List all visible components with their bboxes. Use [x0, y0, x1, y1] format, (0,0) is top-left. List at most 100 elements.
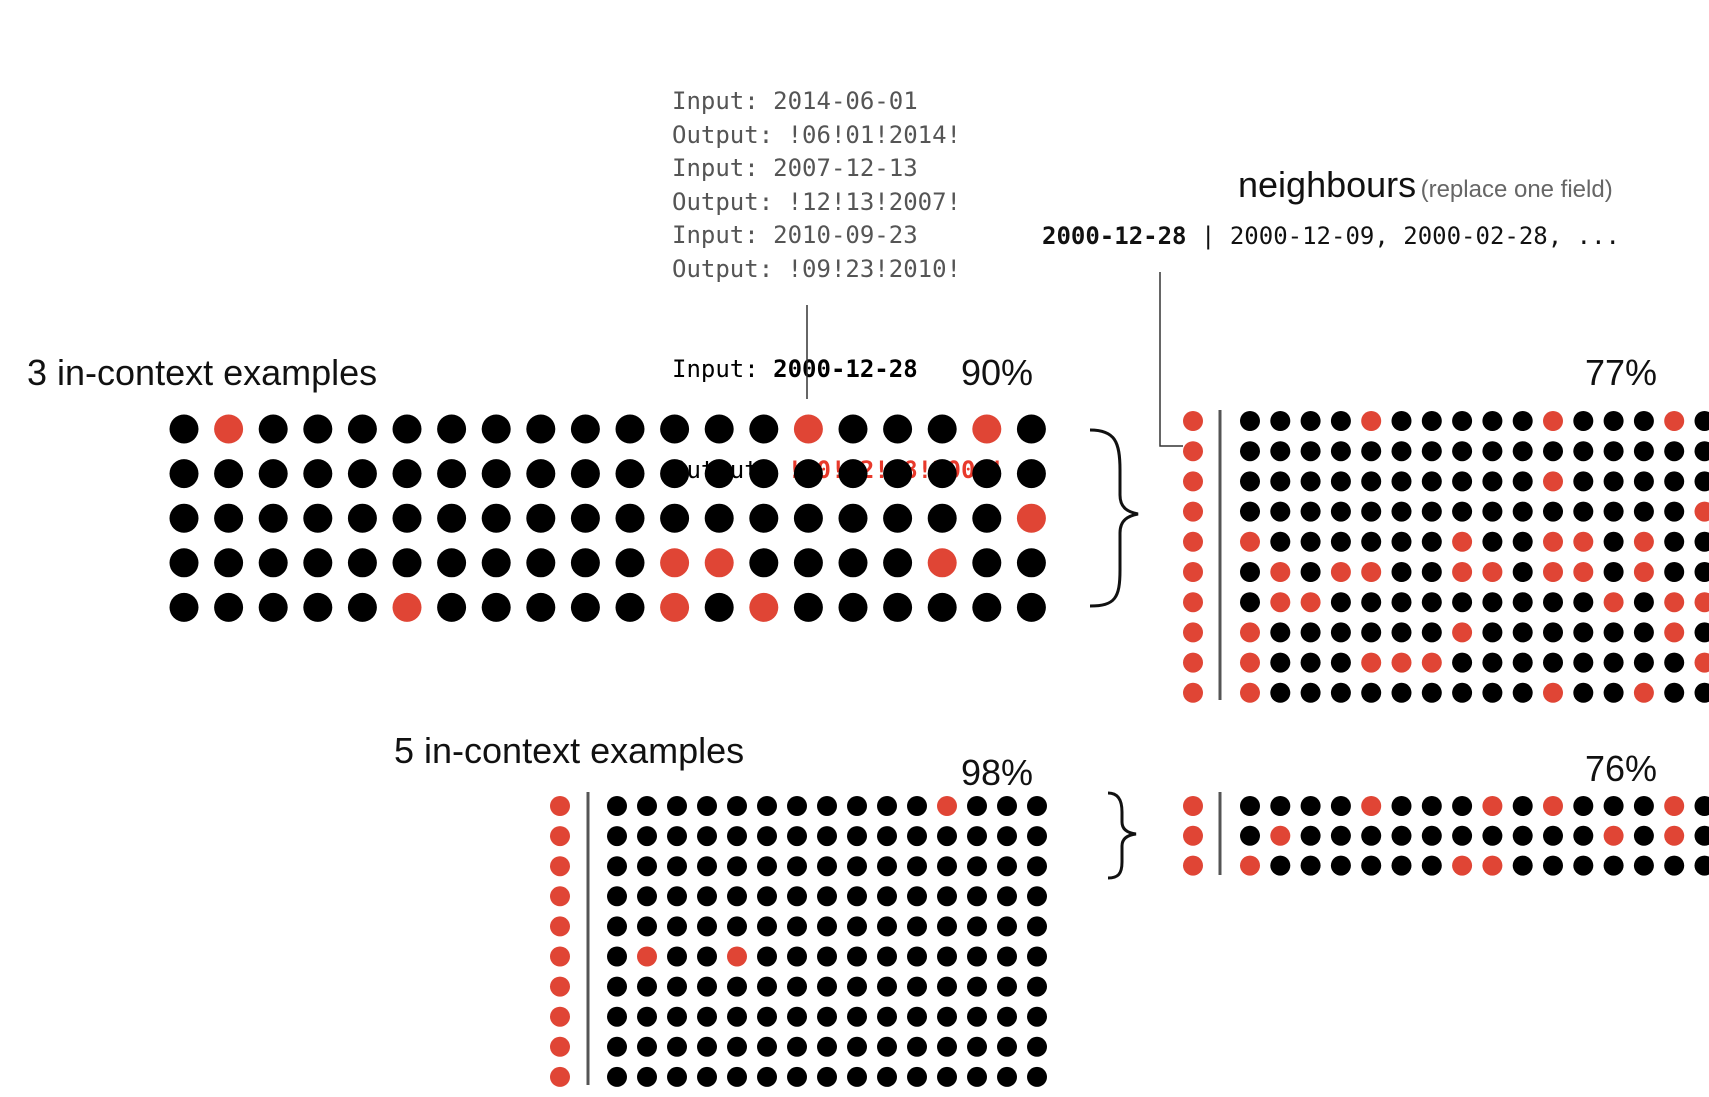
five-main-query-dot — [550, 796, 570, 816]
five-neighbours-dot — [1300, 855, 1321, 876]
dots — [169, 411, 1709, 1087]
three-neighbours-dot — [1694, 592, 1709, 613]
three-neighbours-dot — [1391, 531, 1412, 552]
three-main-dot — [570, 414, 600, 444]
neighbours-connector-line — [1159, 272, 1183, 447]
five-neighbours-dot — [1482, 796, 1503, 816]
five-neighbours-dot — [1270, 855, 1291, 876]
five-main-dot — [637, 946, 657, 967]
three-main-dot — [169, 459, 199, 489]
three-neighbours-dot — [1452, 471, 1473, 492]
three-neighbours-dot — [1482, 471, 1503, 492]
five-main-dot — [697, 886, 717, 907]
five-main-dot — [967, 1036, 987, 1057]
three-main-dot — [749, 548, 779, 578]
three-neighbours-dot — [1452, 652, 1473, 673]
five-main-dot — [787, 856, 807, 877]
five-main-query-dot — [550, 856, 570, 877]
five-main-dot — [967, 1066, 987, 1087]
five-neighbours-dot — [1633, 855, 1654, 876]
three-neighbours-dot — [1573, 622, 1594, 643]
three-neighbours-dot — [1300, 411, 1321, 431]
five-main-dot — [907, 1006, 927, 1027]
neighbours-separator: | — [1186, 222, 1230, 250]
three-neighbours-dot — [1633, 622, 1654, 643]
five-main-dot — [847, 1006, 867, 1027]
three-neighbours-dot — [1270, 682, 1291, 703]
three-main-dot — [793, 548, 823, 578]
five-main-dot — [757, 796, 777, 816]
three-neighbours-dot — [1330, 471, 1351, 492]
three-neighbours-dot — [1603, 652, 1624, 673]
five-main-dot — [637, 1066, 657, 1087]
five-neighbours-query-dot — [1183, 796, 1203, 816]
three-neighbours-dot — [1603, 562, 1624, 582]
five-main-dot — [667, 916, 687, 937]
prompt-key: Output: — [672, 187, 774, 216]
five-main-dot — [877, 916, 897, 937]
five-neighbours-dot — [1543, 796, 1563, 816]
five-main-dot — [727, 976, 747, 997]
three-neighbours-query-dot — [1183, 501, 1203, 522]
three-main-dot — [838, 548, 868, 578]
three-main-dot — [392, 592, 422, 622]
five-main-dot — [907, 826, 927, 847]
five-neighbours-dot — [1543, 825, 1563, 846]
five-neighbours-dot — [1633, 825, 1654, 846]
three-neighbours-dot — [1300, 592, 1321, 613]
three-neighbours-dot — [1330, 592, 1351, 613]
five-main-dot — [997, 1006, 1017, 1027]
prompt-key: Input: — [672, 87, 759, 115]
prompt-value: 2010-09-23 — [773, 221, 918, 249]
prompt-key: Output: — [672, 254, 774, 283]
three-neighbours-dot — [1361, 411, 1382, 431]
three-neighbours-dot — [1330, 652, 1351, 673]
prompt-value: !06!01!2014! — [787, 120, 961, 149]
five-main-dot — [967, 916, 987, 937]
five-main-dot — [607, 826, 627, 847]
three-examples-label: 3 in-context examples — [27, 352, 378, 393]
five-neighbours-dot — [1300, 825, 1321, 846]
three-neighbours-dot — [1391, 682, 1412, 703]
five-main-dot — [637, 1036, 657, 1057]
five-neighbours-dot — [1603, 825, 1624, 846]
three-main-dot — [437, 548, 467, 578]
three-neighbours-accuracy: 77% — [1585, 352, 1658, 393]
five-neighbours-dot — [1694, 796, 1709, 816]
three-main-dot — [660, 503, 690, 533]
three-neighbours-dot — [1330, 501, 1351, 522]
three-neighbours-dot — [1361, 531, 1382, 552]
five-main-dot — [847, 916, 867, 937]
three-bracket-icon — [1089, 428, 1139, 608]
three-main-dot — [1016, 459, 1046, 489]
five-main-dot — [607, 916, 627, 937]
five-main-dot — [937, 1006, 957, 1027]
five-main-dot — [907, 946, 927, 967]
five-main-dot — [667, 826, 687, 847]
five-main-dot — [727, 946, 747, 967]
three-neighbours-dot — [1300, 652, 1321, 673]
three-neighbours-dot — [1512, 622, 1533, 643]
three-main-dot — [303, 548, 333, 578]
five-main-dot — [697, 1006, 717, 1027]
connectors — [586, 272, 1222, 1085]
three-main-dot — [392, 414, 422, 444]
three-neighbours-dot — [1603, 592, 1624, 613]
five-neighbours-dot — [1573, 796, 1594, 816]
three-neighbours-dot — [1421, 411, 1442, 431]
five-main-dot — [817, 856, 837, 877]
three-main-dot — [704, 503, 734, 533]
neighbours-base: 2000-12-28 — [1042, 222, 1187, 250]
three-neighbours-dot — [1633, 501, 1654, 522]
three-main-dot — [214, 592, 244, 622]
three-neighbours-dot — [1482, 411, 1503, 431]
three-neighbours-dot — [1512, 471, 1533, 492]
five-main-dot — [997, 976, 1017, 997]
five-neighbours-dot — [1512, 855, 1533, 876]
five-main-dot — [1027, 1006, 1047, 1027]
three-main-dot — [838, 459, 868, 489]
three-main-dot — [660, 548, 690, 578]
five-main-dot — [757, 826, 777, 847]
five-main-dot — [817, 826, 837, 847]
five-main-dot — [1027, 1066, 1047, 1087]
